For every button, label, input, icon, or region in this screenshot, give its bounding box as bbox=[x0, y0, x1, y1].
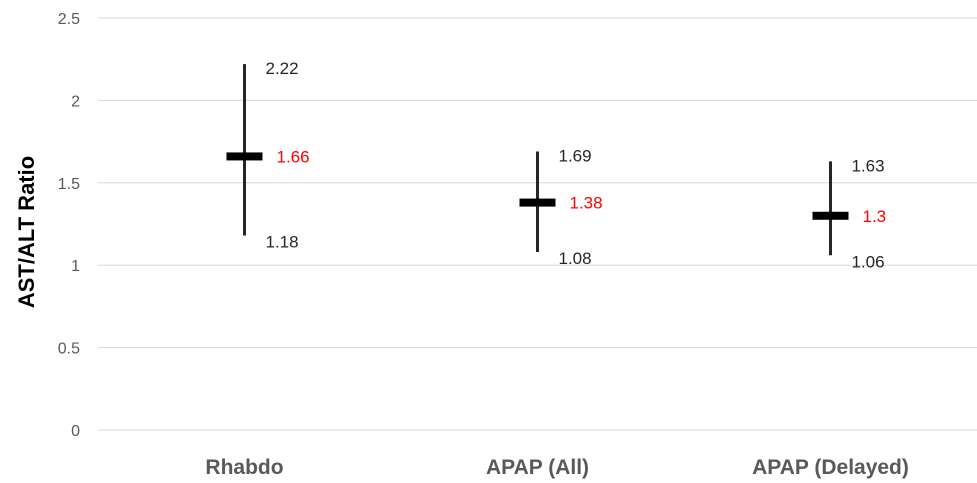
category-labels: Rhabdo APAP (All) APAP (Delayed) bbox=[205, 456, 908, 479]
y-tick-label: 0 bbox=[71, 423, 80, 440]
y-tick-label: 2.5 bbox=[58, 11, 80, 28]
low-value-label: 1.18 bbox=[266, 233, 299, 252]
mean-marker bbox=[226, 152, 263, 161]
high-value-label: 1.69 bbox=[559, 146, 592, 165]
mean-marker bbox=[812, 211, 849, 220]
mean-value-label: 1.3 bbox=[863, 207, 887, 226]
y-tick-label: 1 bbox=[71, 258, 80, 275]
category-label: Rhabdo bbox=[205, 456, 283, 479]
data-point-group: 1.69 1.38 1.08 bbox=[519, 146, 603, 268]
high-value-label: 1.63 bbox=[852, 156, 885, 175]
mean-value-label: 1.38 bbox=[570, 194, 603, 213]
category-label: APAP (All) bbox=[486, 456, 589, 479]
category-label: APAP (Delayed) bbox=[752, 456, 909, 479]
y-axis-label: AST/ALT Ratio bbox=[14, 156, 39, 308]
low-value-label: 1.08 bbox=[559, 249, 592, 268]
low-value-label: 1.06 bbox=[852, 252, 885, 271]
y-tick-label: 1.5 bbox=[58, 176, 80, 193]
y-tick-label: 2 bbox=[71, 93, 80, 110]
data-points: 2.22 1.66 1.18 1.69 1.38 1.08 1.63 1.3 1.06 bbox=[226, 59, 887, 271]
data-point-group: 2.22 1.66 1.18 bbox=[226, 59, 310, 252]
mean-value-label: 1.66 bbox=[277, 147, 310, 166]
y-tick-label: 0.5 bbox=[58, 341, 80, 358]
high-value-label: 2.22 bbox=[266, 59, 299, 78]
y-axis-ticks: 0 0.5 1 1.5 2 2.5 bbox=[58, 11, 80, 440]
mean-marker bbox=[519, 198, 556, 207]
data-point-group: 1.63 1.3 1.06 bbox=[812, 156, 887, 271]
